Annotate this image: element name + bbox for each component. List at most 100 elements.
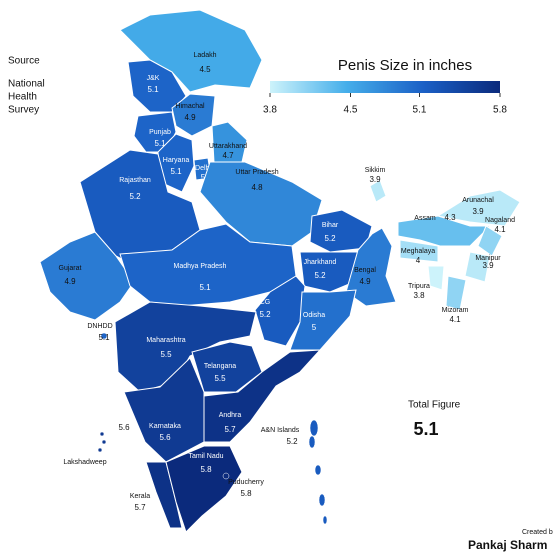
region-name: Gujarat [59,265,82,272]
region [211,121,248,163]
total-label: Total Figure [408,400,461,411]
region [309,419,319,437]
region [199,161,323,247]
region [99,431,105,437]
legend-bar [270,81,500,93]
region-value: 3.9 [369,175,381,184]
source-line: Health [8,92,37,103]
region-value: 5.7 [134,503,146,512]
region-value: 5.1 [154,139,166,148]
region-value: 5.7 [224,425,236,434]
region-name: Haryana [163,157,190,164]
region-name: Bihar [322,222,339,229]
region-name: Lakshadweep [63,459,106,466]
region-value: 4.9 [359,277,371,286]
region-name: Karnataka [149,423,181,430]
region-name: A&N Islands [261,427,300,434]
region [100,332,108,340]
credit: Created b [522,529,553,536]
source-line: Survey [8,105,39,116]
region-name: Puducherry [228,479,264,486]
region-name: Maharashtra [146,337,185,344]
region [39,231,135,321]
source-label: Source [8,56,40,67]
region-name: Sikkim [365,167,386,174]
region [308,435,316,449]
region-name: Odisha [303,312,325,319]
region-name: Tripura [408,283,430,290]
region-name: Andhra [219,412,242,419]
region-name: Bengal [354,267,376,274]
region [369,179,387,203]
region [203,349,322,443]
region [314,464,322,476]
region-value: 5.2 [259,310,271,319]
region [318,493,326,507]
region-name: Kerala [130,493,150,500]
region-value: 5.1 [147,85,159,94]
total-value: 5.1 [413,419,438,439]
region-value: 4.9 [184,113,196,122]
region-name: Jharkhand [304,259,337,266]
region-value: 5.1 [98,333,110,342]
region [427,265,445,291]
region [101,439,107,445]
region-value: 4.5 [199,65,211,74]
region-value: 3.9 [482,261,494,270]
region-name: Himachal [175,103,205,110]
region-name: Arunachal [462,197,494,204]
region-value: 5.6 [159,433,171,442]
region-name: DNHDD [87,323,112,330]
region-name: Meghalaya [401,248,435,255]
region-value: 3.9 [472,207,484,216]
region-name: Rajasthan [119,177,151,184]
region [97,447,103,453]
region-value: 4.1 [494,225,506,234]
region-name: Madhya Pradesh [174,263,227,270]
region-name: Delhi [195,165,211,172]
region-name: Telangana [204,363,236,370]
region-value: 4.9 [64,277,76,286]
region-value: 4.3 [444,213,456,222]
region-name: CG [260,299,271,306]
region-value: 5.2 [314,271,326,280]
region-value: 4.7 [222,151,234,160]
region [289,289,357,351]
region-name: Uttarakhand [209,143,247,150]
region [436,189,521,227]
region-value: 5.6 [118,423,130,432]
region-name: Tamil Nadu [188,453,223,460]
region-value: 5.2 [286,437,298,446]
region-value: 5.8 [200,465,212,474]
region-value: 4.1 [449,315,461,324]
region-value: 4 [416,256,421,265]
region-name: Manipur [475,255,501,262]
region [222,472,230,480]
region-name: J&K [147,75,160,82]
region-name: Assam [414,215,436,222]
region-value: 3.8 [413,291,425,300]
region [114,301,257,393]
region-value: 5 [312,323,317,332]
region [254,275,306,347]
region-value: 5.5 [214,374,226,383]
region [397,215,492,247]
region [123,357,205,463]
region [165,445,243,533]
credit: Pankaj Sharm [468,538,547,552]
region [464,251,491,283]
region-name: Mizoram [442,307,469,314]
region-value: 5 [201,173,206,182]
region-value: 5.8 [240,489,252,498]
legend-tick-label: 5.1 [413,105,427,116]
region-name: Punjab [149,129,171,136]
region [399,239,439,263]
legend-title: Penis Size in inches [338,57,472,74]
legend-tick-label: 5.8 [493,105,507,116]
region [477,225,503,257]
region-value: 5.5 [160,350,172,359]
region [322,515,328,525]
region-value: 5.1 [199,283,211,292]
region-name: Ladakh [194,52,217,59]
